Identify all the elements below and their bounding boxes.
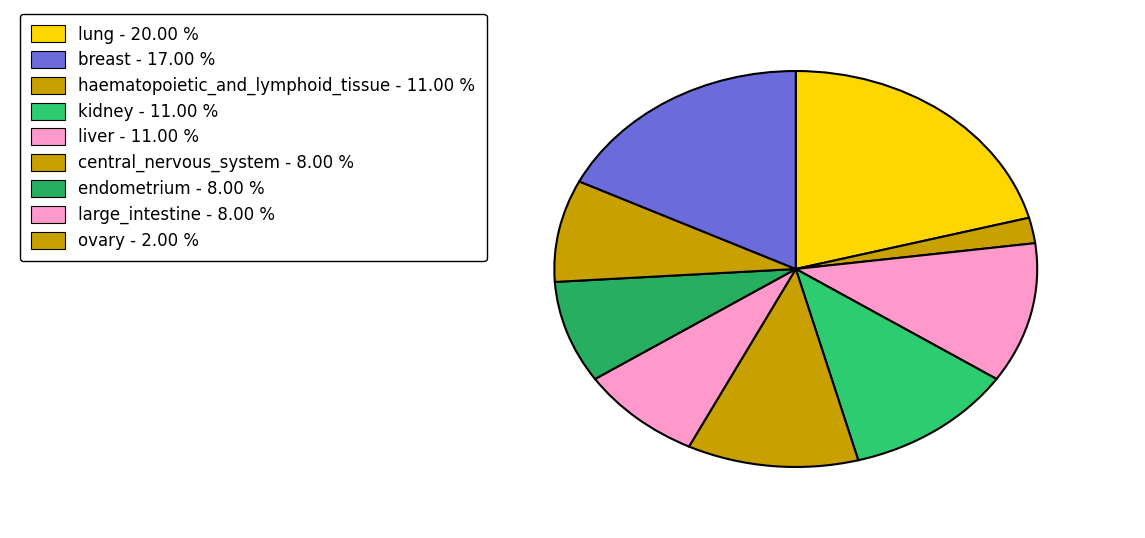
Wedge shape [555,269,796,379]
Wedge shape [796,243,1037,379]
Wedge shape [595,269,796,447]
Wedge shape [579,71,796,269]
Wedge shape [796,71,1029,269]
Wedge shape [796,269,996,460]
Legend: lung - 20.00 %, breast - 17.00 %, haematopoietic_and_lymphoid_tissue - 11.00 %, : lung - 20.00 %, breast - 17.00 %, haemat… [19,13,487,261]
Wedge shape [554,181,796,282]
Wedge shape [689,269,859,467]
Wedge shape [796,218,1035,269]
